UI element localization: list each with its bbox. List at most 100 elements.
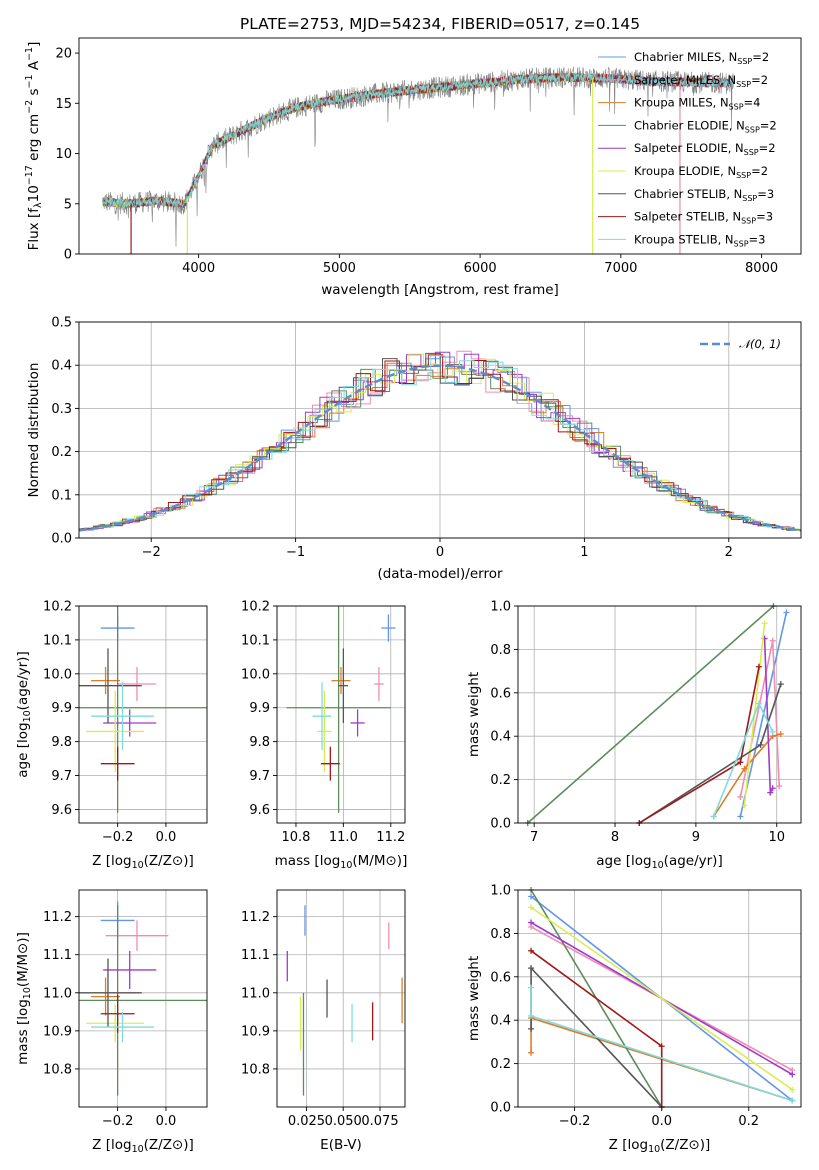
legend-label: Salpeter STELIB, NSSP=3	[634, 210, 773, 226]
legend-label: Chabrier STELIB, NSSP=3	[634, 187, 774, 203]
mass_vs_Z-panel: −0.2 0.0 10.8 10.9 11.0 11.1 11.2 Z [log10(Z/Z⊙…	[15, 889, 208, 1155]
y-tick-label: 0	[64, 248, 72, 263]
weight-line	[638, 666, 760, 824]
y-tick-label: 10.1	[241, 633, 270, 648]
x-tick-label: −0.2	[102, 830, 134, 845]
y-tick-label: 10.2	[241, 600, 270, 615]
y-tick-label: 15	[55, 97, 72, 112]
axes-frame	[276, 605, 406, 824]
weight-marker	[755, 700, 762, 707]
x-tick-label: 11.2	[376, 830, 405, 845]
x-tick-label: 8	[611, 830, 619, 845]
y-tick-label: 0.1	[51, 488, 72, 503]
x-tick-label: 0.0	[156, 830, 177, 845]
weight-marker	[737, 759, 744, 766]
mass_vs_Z-plot	[79, 901, 207, 1096]
spectrum-panel: 4000 5000 6000 7000 8000 0 5 10 15 20 Chabrier MIL…	[24, 37, 802, 298]
weight-marker	[528, 947, 535, 954]
y-tick-label: 0.4	[51, 359, 72, 374]
x-tick-label: 8000	[745, 261, 778, 276]
x-tick-label: 10	[768, 830, 785, 845]
weight-line	[713, 733, 782, 817]
y-tick-label: 9.7	[51, 769, 72, 784]
y-tick-label: 9.6	[51, 803, 72, 818]
y-axis-label: mass weight	[466, 956, 482, 1041]
age_vs_mass-panel: 10.8 11.0 11.2 9.6 9.7 9.8 9.9 10.0 10.1 10.2 mass…	[241, 600, 407, 872]
legend-label: Chabrier ELODIE, NSSP=2	[634, 118, 777, 134]
y-axis-label: mass weight	[466, 672, 482, 757]
y-axis-label: Normed distribution	[26, 363, 42, 498]
weight_vs_Z-panel: −0.2 0.0 0.2 0.0 0.2 0.4 0.6 0.8 1.0 Z [log10(Z/Z…	[466, 884, 802, 1155]
y-tick-label: 10.8	[43, 1062, 72, 1077]
y-tick-label: 11.2	[241, 910, 270, 925]
figure-title: PLATE=2753, MJD=54234, FIBERID=0517, z=0…	[240, 15, 640, 33]
weight-line	[712, 701, 774, 817]
y-tick-label: 9.9	[249, 701, 270, 716]
y-tick-label: 9.6	[249, 803, 270, 818]
residual-histogram	[84, 355, 801, 531]
weight-marker	[767, 789, 774, 796]
weight-marker	[741, 802, 748, 809]
y-tick-label: 1.0	[490, 600, 511, 615]
residual-histogram	[91, 353, 801, 531]
y-tick-label: 10	[55, 147, 72, 162]
weight-marker	[528, 919, 535, 926]
x-tick-label: −2	[142, 545, 161, 560]
axes-frame	[78, 889, 208, 1108]
x-tick-label: 10.8	[281, 830, 310, 845]
x-tick-label: 6000	[464, 261, 497, 276]
y-tick-label: 0.2	[51, 445, 72, 460]
legend-label: 𝒩(0, 1)	[739, 337, 781, 351]
weight-marker	[528, 984, 535, 991]
x-tick-label: 0.050	[325, 1114, 362, 1129]
weight-marker	[737, 813, 744, 820]
weight-line	[527, 605, 775, 824]
axes-frame	[276, 889, 406, 1108]
x-tick-label: 2	[725, 545, 733, 560]
normal-reference-curve	[78, 364, 802, 532]
y-tick-label: 0.5	[51, 316, 72, 331]
weight-marker	[769, 785, 776, 792]
legend-label: Chabrier MILES, NSSP=2	[634, 50, 769, 66]
x-tick-label: −1	[286, 545, 305, 560]
y-axis-label: mass [log10(M/M⊙)]	[15, 932, 33, 1065]
x-axis-label: E(B-V)	[320, 1137, 362, 1153]
axes-frame	[78, 321, 802, 539]
legend-label: Kroupa ELODIE, NSSP=2	[634, 164, 768, 180]
y-tick-label: 11.1	[43, 948, 72, 963]
age_vs_mass-plot	[286, 606, 396, 813]
x-tick-label: 4000	[182, 261, 215, 276]
y-tick-label: 11.0	[43, 986, 72, 1001]
y-tick-label: 10.1	[43, 633, 72, 648]
y-axis-label: age [log10(age/yr)]	[15, 651, 33, 777]
observed-spectrum	[102, 66, 734, 247]
y-tick-label: 0.3	[51, 402, 72, 417]
weight-marker	[528, 904, 535, 911]
weight_vs_Z-plot	[528, 887, 796, 1110]
y-tick-label: 9.7	[249, 769, 270, 784]
x-axis-label: wavelength [Angstrom, rest frame]	[321, 282, 559, 298]
x-tick-label: 0.075	[361, 1114, 398, 1129]
x-axis-label: (data-model)/error	[377, 566, 503, 582]
y-tick-label: 0.4	[490, 1014, 511, 1029]
y-tick-label: 9.8	[51, 735, 72, 750]
x-tick-label: −0.2	[102, 1114, 134, 1129]
y-tick-label: 10.9	[241, 1024, 270, 1039]
weight-marker	[737, 793, 744, 800]
y-tick-label: 10.0	[43, 667, 72, 682]
mass_vs_ebv-plot	[286, 905, 403, 1096]
weight-line	[530, 906, 793, 1091]
x-axis-label: Z [log10(Z/Z⊙)]	[609, 1137, 711, 1155]
weight-marker	[710, 813, 717, 820]
x-tick-label: 0	[436, 545, 444, 560]
legend-label: Salpeter MILES, NSSP=2	[634, 73, 768, 89]
x-tick-label: 11.0	[329, 830, 358, 845]
weight-marker	[528, 1025, 535, 1032]
weight-marker	[769, 637, 776, 644]
spectrum-plot	[102, 66, 734, 254]
weight-marker	[789, 1086, 796, 1093]
weight-marker	[528, 1012, 535, 1019]
weight-marker	[777, 681, 784, 688]
age_vs_Z-plot	[79, 606, 207, 813]
y-tick-label: 20	[55, 47, 72, 62]
